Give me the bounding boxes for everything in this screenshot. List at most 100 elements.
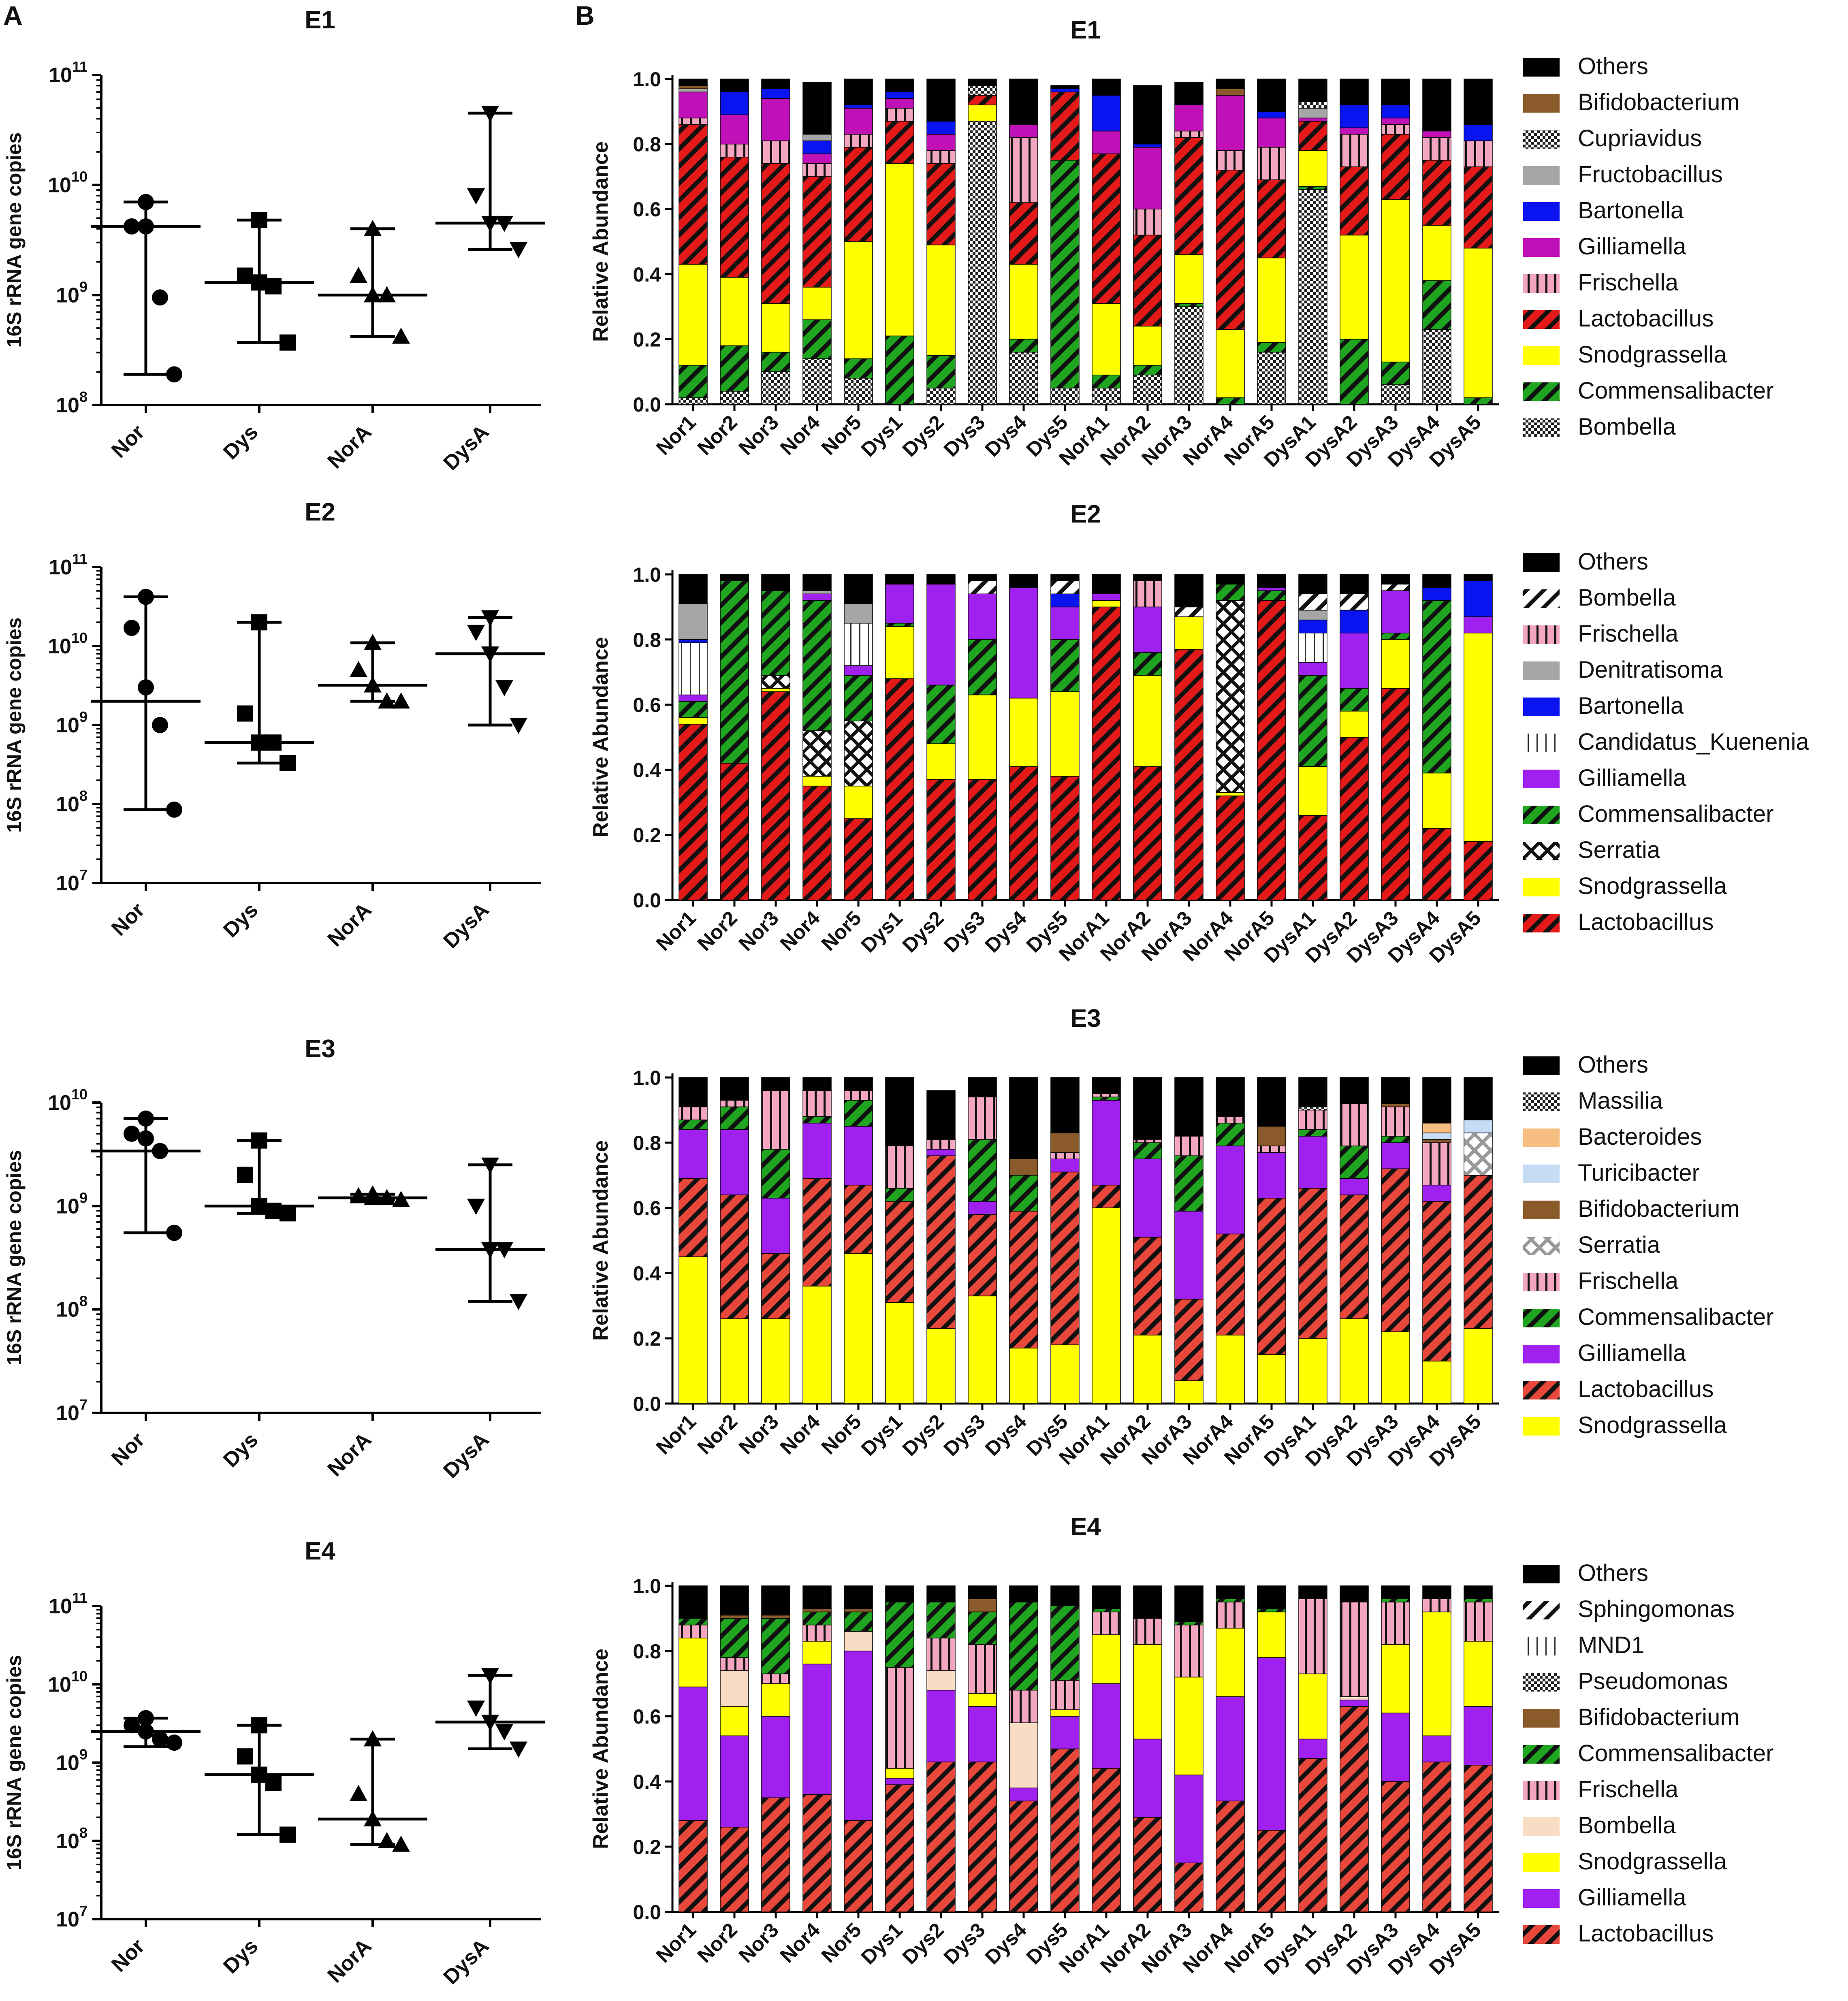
segment-gilliamella — [1050, 606, 1080, 640]
x-tick-label: Nor2 — [693, 1918, 742, 1967]
group-dysa: DysA — [435, 106, 545, 475]
segment-others — [679, 1077, 708, 1107]
x-tick-label: Nor1 — [652, 411, 700, 459]
segment-lactobacillus — [1257, 1830, 1286, 1912]
segment-gilliamella — [1257, 587, 1286, 591]
legend-item-massilia: Massilia — [1523, 1088, 1663, 1114]
segment-gilliamella — [1092, 130, 1121, 154]
segment-snodgrassella — [1298, 150, 1327, 187]
segment-gilliamella — [1257, 1657, 1286, 1831]
segment-frischella — [1381, 1106, 1410, 1137]
data-point — [467, 188, 485, 205]
legend-item-lactobacillus: Lactobacillus — [1523, 909, 1714, 935]
segment-gilliamella — [802, 1122, 832, 1179]
data-point — [481, 610, 499, 627]
legend-label: Gilliamella — [1578, 765, 1686, 791]
y-tick-label: 1010 — [48, 1668, 87, 1696]
segment-frischella — [1009, 137, 1038, 203]
legend-item-commensalibacter: Commensalibacter — [1523, 801, 1774, 827]
legend-swatch — [1523, 274, 1560, 293]
segment-others — [1422, 574, 1451, 588]
legend-label: Frischella — [1578, 1776, 1679, 1803]
y-axis-label: 16S rRNA gene copies — [3, 617, 26, 833]
group-dys: Dys — [205, 212, 314, 464]
segment-lactobacillus — [720, 763, 749, 900]
segment-others — [802, 1585, 832, 1609]
segment-commensalibacter — [926, 1602, 956, 1638]
segment-gilliamella — [1464, 616, 1493, 634]
segment-bombella — [1340, 593, 1369, 611]
segment-bartonella — [761, 88, 790, 99]
data-point — [138, 589, 154, 605]
segment-serratia — [802, 730, 832, 777]
x-tick-label: Dys2 — [898, 411, 948, 461]
segment-lactobacillus — [1174, 137, 1204, 255]
segment-gilliamella — [679, 694, 708, 702]
bar-nor4: Nor4 — [776, 82, 832, 459]
legend-label: Snodgrassella — [1578, 873, 1727, 899]
segment-lactobacillus — [1257, 600, 1286, 900]
segment-lactobacillus — [1216, 1800, 1245, 1912]
segment-turicibacter — [1464, 1119, 1493, 1133]
segment-lactobacillus — [844, 1184, 873, 1254]
data-point — [124, 1717, 140, 1734]
segment-lactobacillus — [761, 1253, 790, 1319]
data-point — [124, 218, 140, 235]
group-nor: Nor — [91, 194, 201, 463]
segment-lactobacillus — [802, 176, 832, 288]
y-tick-label: 0.6 — [633, 694, 661, 717]
y-axis-label: Relative Abundance — [589, 141, 612, 342]
legend-label: Gilliamella — [1578, 233, 1686, 260]
segment-commensalibacter — [720, 580, 749, 764]
legend-swatch — [1523, 1056, 1560, 1075]
x-tick-label: Nor1 — [652, 1918, 700, 1967]
segment-others — [1298, 1077, 1327, 1107]
segment-lactobacillus — [1009, 1800, 1038, 1912]
segment-others — [761, 79, 790, 89]
panel-a-dotplots: E1 108 109 1010 1011 16S rRNA gene copies Nor D… — [3, 6, 545, 1989]
segment-snodgrassella — [1422, 1361, 1451, 1404]
segment-others — [802, 1077, 832, 1091]
legend-item-commensalibacter: Commensalibacter — [1523, 378, 1774, 404]
segment-gilliamella — [885, 1778, 914, 1785]
segment-bartonella — [720, 92, 749, 115]
legend-swatch — [1523, 770, 1560, 788]
segment-snodgrassella — [1381, 199, 1410, 363]
legend-swatch — [1523, 418, 1560, 437]
legend-swatch — [1523, 553, 1560, 572]
x-tick-label: Nor — [107, 1428, 149, 1470]
legend-label: MND1 — [1578, 1632, 1644, 1658]
legend-item-frischella: Frischella — [1523, 621, 1679, 647]
segment-lactobacillus — [761, 1797, 790, 1912]
segment-frischella — [1298, 1109, 1327, 1130]
segment-snodgrassella — [1009, 698, 1038, 767]
segment-commensalibacter — [1092, 1608, 1121, 1613]
legend-label: Gilliamella — [1578, 1340, 1686, 1366]
segment-commensalibacter — [1050, 639, 1080, 692]
x-tick-label: Dys — [219, 1934, 262, 1978]
legend-label: Candidatus_Kuenenia — [1578, 729, 1810, 755]
segment-lactobacillus — [968, 779, 997, 900]
segment-others — [1174, 574, 1204, 608]
segment-commensalibacter — [844, 1611, 873, 1632]
segment-commensalibacter — [1009, 1602, 1038, 1691]
legend-swatch — [1523, 1273, 1560, 1291]
segment-commensalibacter — [844, 358, 873, 379]
chart-title: E3 — [1070, 1005, 1101, 1032]
segment-others — [1174, 82, 1204, 105]
segment-commensalibacter — [1257, 342, 1286, 353]
segment-others — [720, 574, 749, 581]
segment-frischella — [1381, 124, 1410, 135]
segment-snodgrassella — [844, 241, 873, 359]
segment-snodgrassella — [1009, 1348, 1038, 1404]
y-tick-label: 109 — [56, 1746, 87, 1775]
data-point — [481, 1715, 499, 1731]
data-point — [251, 1717, 267, 1734]
legend-label: Lactobacillus — [1578, 909, 1714, 935]
segment-others — [1422, 1077, 1451, 1124]
segment-lactobacillus — [1298, 1188, 1327, 1339]
x-tick-label: Nor5 — [817, 907, 866, 955]
segment-commensalibacter — [679, 365, 708, 398]
y-axis-label: Relative Abundance — [589, 1140, 612, 1341]
segment-others — [761, 1585, 790, 1616]
